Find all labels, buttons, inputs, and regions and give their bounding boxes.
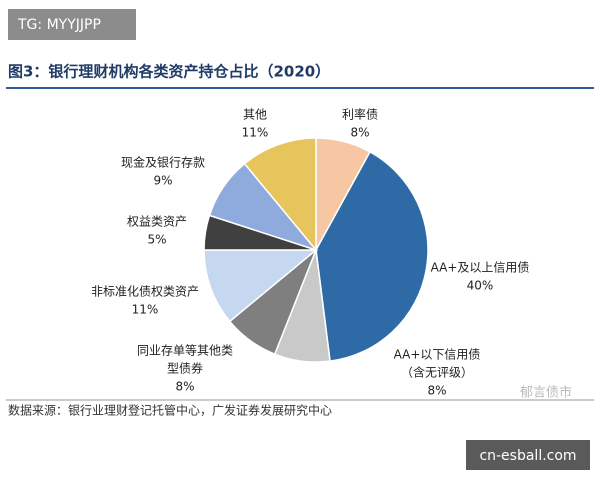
- value-label: 8%: [427, 384, 446, 398]
- tag-box: [8, 9, 136, 40]
- slice-label: AA+及以上信用债: [431, 261, 530, 275]
- bottom-tag: cn-esball.com: [479, 448, 576, 464]
- slice-label: 型债券: [167, 361, 203, 376]
- value-label: 11%: [242, 126, 269, 140]
- slice-label: （含无评级）: [401, 365, 473, 380]
- value-label: 11%: [132, 303, 159, 317]
- pie-slice: [203, 249, 319, 323]
- pie-slice: [243, 137, 317, 253]
- slice-label: AA+以下信用债: [394, 348, 481, 362]
- slice-label: 利率债: [342, 107, 378, 122]
- slice-label: 现金及银行存款: [121, 155, 205, 170]
- pie-slice: [315, 150, 429, 362]
- value-label: 8%: [350, 126, 369, 140]
- value-label: 8%: [175, 380, 194, 394]
- slice-label: 同业存单等其他类: [137, 344, 233, 358]
- chart-title: 图3：银行理财机构各类资产持仓占比（2020）: [8, 63, 330, 81]
- value-label: 5%: [147, 233, 166, 247]
- source: 数据来源：银行业理财登记托管中心，广发证券发展研究中心: [8, 403, 332, 418]
- slice-label: 权益类资产: [127, 215, 187, 229]
- value-label: 40%: [467, 279, 494, 293]
- slice-label: 其他: [243, 108, 267, 122]
- top-tag: TG: MYYJJPP: [17, 17, 101, 33]
- tag-box: [466, 440, 590, 470]
- value-label: 9%: [153, 174, 172, 188]
- slice-label: 非标准化债权类资产: [91, 285, 199, 299]
- watermark: 郁言债市: [520, 385, 572, 401]
